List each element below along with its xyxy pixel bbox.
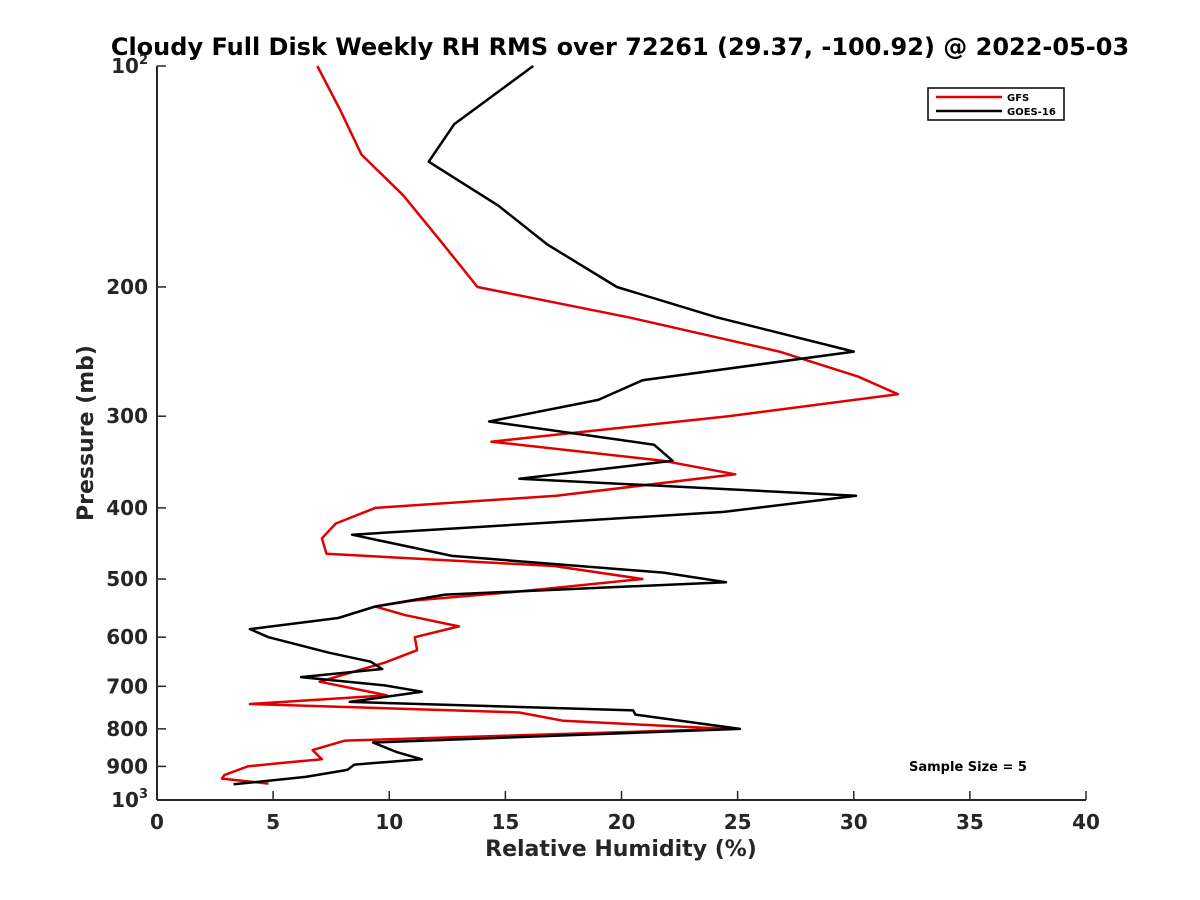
legend-label-gfs: GFS (1007, 93, 1029, 104)
x-tick-label: 35 (956, 810, 984, 834)
x-tick-label: 10 (375, 810, 403, 834)
y-axis-label: Pressure (mb) (74, 345, 99, 521)
x-tick-label: 30 (840, 810, 868, 834)
y-tick-label: 600 (106, 625, 148, 649)
y-tick-label: 700 (106, 674, 148, 698)
y-tick-label: 300 (106, 404, 148, 428)
x-tick-label: 40 (1072, 810, 1100, 834)
y-tick-label: 900 (106, 754, 148, 778)
x-axis-label: Relative Humidity (%) (485, 837, 757, 862)
series-line-goes16 (233, 64, 858, 786)
x-ticks: 0 5 10 15 20 25 30 35 40 (150, 791, 1100, 834)
sample-size-annotation: Sample Size = 5 (909, 760, 1027, 775)
x-tick-label: 25 (724, 810, 752, 834)
x-tick-label: 20 (608, 810, 636, 834)
chart-title: Cloudy Full Disk Weekly RH RMS over 7226… (111, 33, 1129, 61)
x-tick-label: 15 (491, 810, 519, 834)
legend: GFS GOES-16 (927, 87, 1065, 121)
y-tick-label: 800 (106, 717, 148, 741)
y-tick-label: 102 (111, 53, 148, 78)
y-tick-label: 400 (106, 496, 148, 520)
y-tick-label: 103 (111, 787, 148, 812)
y-tick-label: 200 (106, 275, 148, 299)
legend-box (927, 87, 1065, 121)
y-tick-label: 500 (106, 567, 148, 591)
x-tick-label: 5 (266, 810, 280, 834)
legend-label-goes16: GOES-16 (1007, 107, 1056, 118)
series-layer (220, 64, 900, 786)
y-ticks: 102 200 300 400 500 600 700 800 900 103 (106, 53, 166, 812)
x-tick-label: 0 (150, 810, 164, 834)
